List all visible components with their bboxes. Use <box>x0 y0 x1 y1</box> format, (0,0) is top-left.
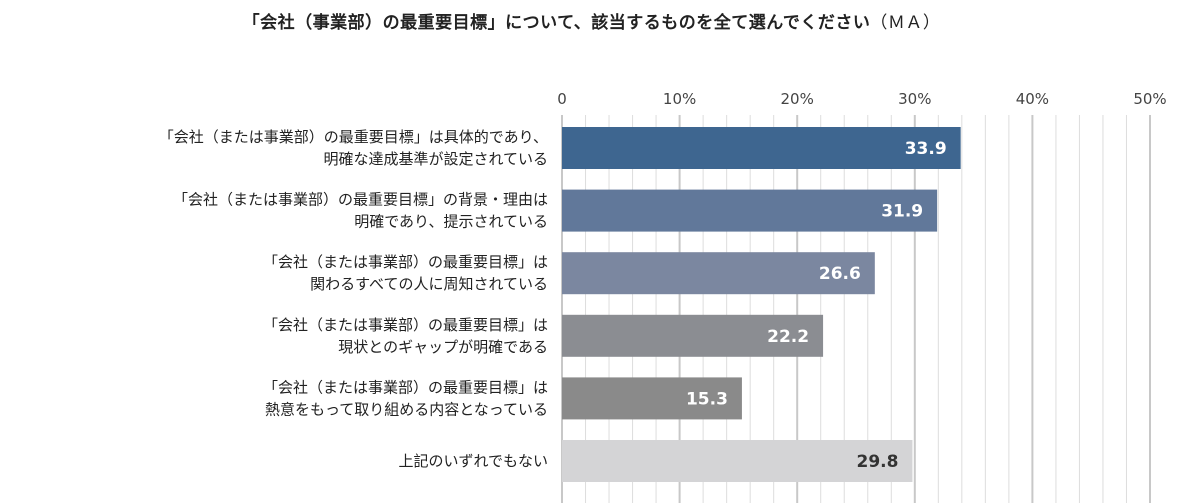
bar <box>562 440 913 482</box>
bar-value-label: 33.9 <box>905 139 947 159</box>
category-label: 上記のいずれでもない <box>398 452 548 470</box>
x-axis-ticks: 0 10% 20% 30% 40% 50% <box>557 90 1166 108</box>
bars: 33.9 31.9 26.6 22.2 15.3 29.8 <box>562 127 961 482</box>
category-label: 関わるすべての人に周知されている <box>310 275 548 293</box>
category-label: 「会社（または事業部）の最重要目標」は <box>263 378 548 396</box>
chart-title-note: （ＭＡ） <box>870 13 941 33</box>
x-tick-label: 0 <box>557 90 567 108</box>
x-tick-label: 40% <box>1016 90 1049 108</box>
category-label: 熱意をもって取り組める内容となっている <box>265 400 548 418</box>
bar <box>562 127 961 169</box>
chart-title: 「会社（事業部）の最重要目標」について、該当するものを全て選んでください（ＭＡ） <box>0 8 1183 33</box>
x-tick-label: 50% <box>1133 90 1166 108</box>
category-label: 現状とのギャップが明確である <box>338 338 548 356</box>
chart-title-text: 「会社（事業部）の最重要目標」について、該当するものを全て選んでください <box>242 13 871 33</box>
category-label: 「会社（または事業部）の最重要目標」は <box>263 316 548 334</box>
bar <box>562 189 938 232</box>
x-tick-label: 30% <box>898 90 931 108</box>
category-label: 明確な達成基準が設定されている <box>323 150 548 168</box>
x-tick-label: 20% <box>781 90 814 108</box>
category-labels: 「会社（または事業部）の最重要目標」は具体的であり、明確な達成基準が設定されてい… <box>159 128 548 470</box>
category-label: 「会社（または事業部）の最重要目標」の背景・理由は <box>173 191 548 209</box>
bar-value-label: 26.6 <box>819 264 861 284</box>
bar <box>562 377 742 420</box>
category-label: 「会社（または事業部）の最重要目標」は <box>263 253 548 271</box>
x-tick-label: 10% <box>663 90 696 108</box>
bar-value-label: 31.9 <box>881 202 923 222</box>
bar <box>562 314 824 357</box>
grid-layer <box>561 115 1151 503</box>
bar-value-label: 29.8 <box>856 452 898 472</box>
bar-value-label: 15.3 <box>686 389 728 409</box>
bar-value-label: 22.2 <box>767 327 809 347</box>
bar <box>562 252 875 295</box>
category-label: 「会社（または事業部）の最重要目標」は具体的であり、 <box>159 128 548 146</box>
category-label: 明確であり、提示されている <box>354 213 548 231</box>
